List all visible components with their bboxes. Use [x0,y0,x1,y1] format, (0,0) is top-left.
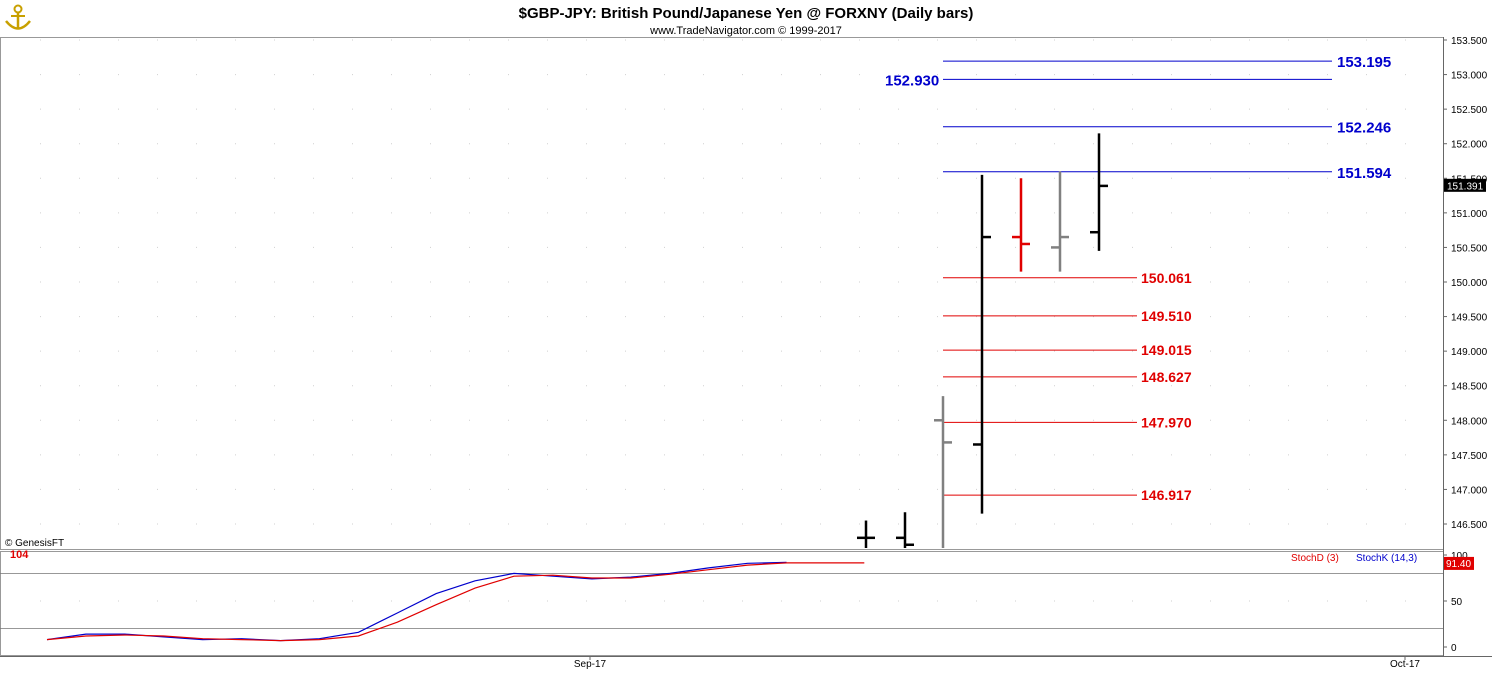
price-tick-label: 148.000 [1451,416,1488,427]
red-level-label: 146.917 [1141,487,1192,503]
price-tick-label: 153.000 [1451,71,1488,82]
price-tick-label: 152.500 [1451,105,1488,116]
price-bars [857,133,1108,548]
last-stoch-tag [1444,556,1474,570]
indicator-pane [0,551,1444,656]
watermark: © GenesisFT [5,538,64,549]
stochastic-lines [46,561,865,642]
ohlc-bar [857,520,875,548]
stochd-line [46,562,865,642]
price-tick-label: 150.500 [1451,243,1488,254]
ohlc-bar [1012,178,1030,272]
blue-level-label: 152.930 [885,72,939,89]
indicator-tick-label: 100 [1451,551,1468,562]
legend-stochk: StochK (14,3) [1356,553,1417,564]
price-tick-label: 147.500 [1451,451,1488,462]
anchor-icon [5,4,31,30]
price-tick-label: 147.000 [1451,485,1488,496]
blue-level-label: 152.246 [1337,120,1391,137]
ohlc-bar [1051,171,1069,272]
price-tick-label: 153.500 [1451,36,1488,47]
price-tick-label: 151.000 [1451,209,1488,220]
indicator-grid [0,573,1443,629]
chart-title: $GBP-JPY: British Pound/Japanese Yen @ F… [519,5,974,22]
last-price-tag [1444,178,1486,192]
price-pane [0,37,1444,550]
indicator-tick-label: 50 [1451,597,1463,608]
chart-subtitle: www.TradeNavigator.com © 1999-2017 [649,25,842,37]
price-tick-label: 149.000 [1451,347,1488,358]
indicator-tick-label: 0 [1451,643,1457,654]
price-axis: 146.500 147.000 147.500 148.000 148.500 149.0… [1443,36,1488,531]
red-level-label: 150.061 [1141,270,1192,286]
ohlc-bar [896,512,914,548]
fib-levels: 153.195 152.930 152.246 151.594 150.061 149.5… [885,54,1392,503]
date-axis: Sep-17 Oct-17 [574,656,1420,670]
last-stoch-label: 91.40 [1446,559,1471,570]
legend-stochd: StochD (3) [1291,553,1339,564]
red-level-label: 148.627 [1141,369,1192,385]
red-level-label: 149.015 [1141,342,1192,358]
price-tick-label: 149.500 [1451,313,1488,324]
logo [5,4,31,30]
date-tick-label: Oct-17 [1390,659,1420,670]
price-tick-label: 148.500 [1451,382,1488,393]
ohlc-bar [973,174,991,514]
ohlc-bar [934,396,952,548]
red-level-label: 149.510 [1141,308,1192,324]
date-tick-label: Sep-17 [574,659,607,670]
price-tick-label: 146.500 [1451,520,1488,531]
blue-level-label: 153.195 [1337,54,1391,71]
stochk-line [46,561,787,642]
price-tick-label: 150.000 [1451,278,1488,289]
price-tick-label: 152.000 [1451,140,1488,151]
indicator-overflow-label: 104 [10,549,29,561]
ohlc-bar [1090,133,1108,251]
blue-level-label: 151.594 [1337,165,1392,182]
last-price-label: 151.391 [1447,181,1484,192]
red-level-label: 147.970 [1141,414,1192,430]
